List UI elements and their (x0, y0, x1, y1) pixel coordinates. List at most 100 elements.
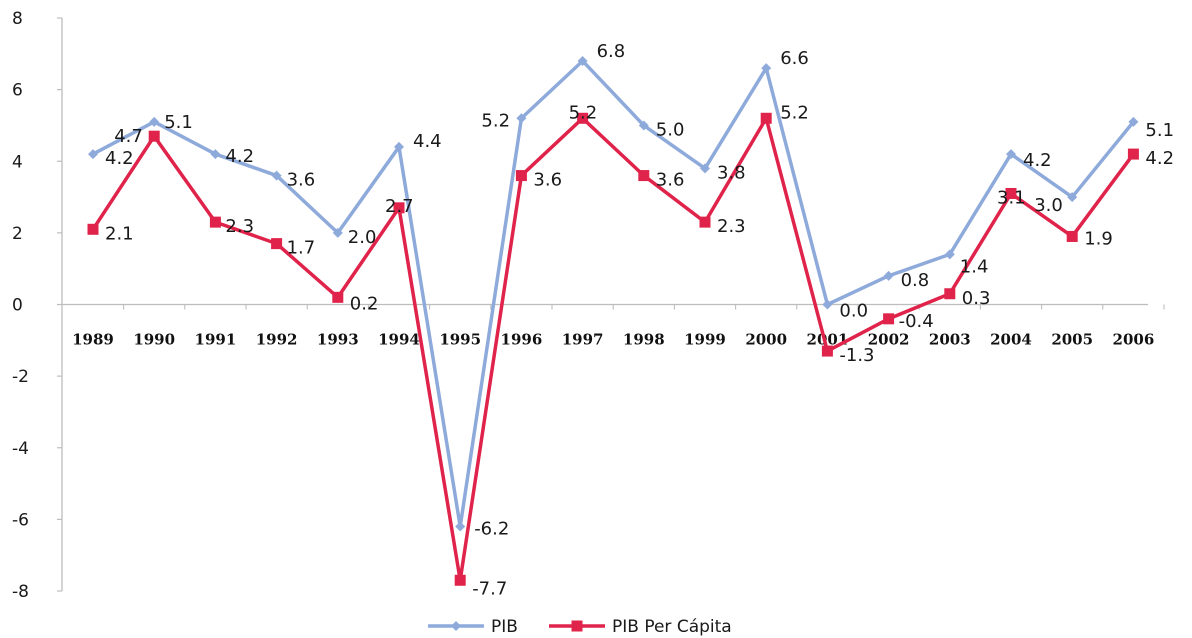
y-tick-label: 2 (12, 224, 23, 244)
data-label: 6.6 (780, 48, 809, 69)
data-point (210, 149, 221, 160)
x-tick-label: 1996 (501, 331, 543, 349)
data-label: 5.2 (780, 102, 809, 123)
x-tick-label: 1989 (72, 331, 114, 349)
data-label: 3.6 (287, 170, 316, 191)
data-point (1066, 230, 1078, 242)
legend-swatch-marker (571, 620, 583, 632)
data-label: -1.3 (839, 345, 874, 366)
data-point (332, 227, 343, 238)
y-tick-label: 4 (12, 152, 23, 172)
data-point (148, 130, 160, 142)
data-label: 3.0 (1034, 195, 1063, 216)
data-label: 0.8 (901, 270, 930, 291)
x-tick-label: 1998 (623, 331, 665, 349)
data-point (393, 202, 405, 214)
legend-item: PIB (428, 617, 518, 637)
data-point (332, 291, 344, 303)
data-point (271, 238, 283, 250)
data-point (700, 163, 710, 174)
x-tick-label: 2000 (745, 331, 787, 349)
data-point (1127, 148, 1139, 160)
data-point (638, 170, 650, 182)
x-tick-label: 2004 (990, 331, 1032, 349)
data-point (944, 249, 955, 260)
data-point (1005, 187, 1017, 199)
series-pib (88, 55, 1139, 532)
data-label: 5.0 (656, 119, 685, 140)
data-label: -7.7 (472, 578, 507, 599)
x-tick-label: 1994 (378, 331, 420, 349)
data-point (883, 270, 894, 281)
data-label: 3.1 (997, 187, 1026, 208)
x-tick-label: 1992 (256, 331, 298, 349)
data-point (515, 170, 527, 182)
data-point (821, 345, 833, 357)
data-label: 2.3 (717, 216, 746, 237)
data-label: 6.8 (597, 41, 626, 62)
data-label: 3.6 (656, 170, 685, 191)
data-label: 3.6 (533, 170, 562, 191)
data-label: 3.8 (717, 162, 746, 183)
data-label: 1.7 (287, 238, 316, 259)
x-tick-label: 1999 (684, 331, 726, 349)
x-tick-label: 1991 (195, 331, 237, 349)
data-label: 2.0 (348, 227, 377, 248)
data-point (516, 113, 527, 124)
legend-swatch-marker (451, 621, 461, 631)
data-point (1067, 192, 1078, 203)
data-point (699, 216, 711, 228)
x-tick-label: 1990 (133, 331, 175, 349)
data-label: 0.2 (350, 293, 379, 314)
data-label: 2.1 (105, 223, 134, 244)
data-labels: 4.2 5.1 4.2 3.6 2.0 4.4 -6.2 5.2 6.8 5.0 3.8 6.6 0.0… (105, 41, 1174, 599)
data-point (577, 55, 588, 66)
data-label: 4.2 (1145, 148, 1174, 169)
y-tick-label: 0 (12, 296, 23, 316)
legend-label: PIB Per Cápita (612, 617, 732, 637)
data-label: -6.2 (474, 519, 509, 540)
series-line (92, 59, 1135, 529)
data-label: 4.4 (413, 131, 442, 152)
data-point (1006, 149, 1016, 160)
y-tick-label: -2 (12, 367, 29, 387)
data-label: 2.7 (385, 196, 414, 217)
data-point (761, 63, 772, 74)
data-point (1128, 116, 1139, 127)
y-tick-label: 6 (12, 81, 23, 101)
series-line (91, 116, 1135, 583)
data-label: 0.0 (839, 301, 868, 322)
data-label: 5.1 (164, 112, 193, 133)
x-tick-label: 2002 (868, 331, 910, 349)
data-label: 0.3 (962, 288, 991, 309)
data-point (638, 120, 649, 131)
data-point (454, 574, 466, 586)
data-point (883, 313, 895, 325)
y-tick-label: -6 (12, 510, 29, 530)
data-point (87, 223, 99, 235)
legend-label: PIB (491, 617, 518, 637)
data-label: 4.2 (1023, 150, 1052, 171)
data-label: 5.2 (481, 110, 510, 131)
data-point (944, 288, 956, 300)
x-tick-label: 1995 (439, 331, 481, 349)
data-label: 4.7 (114, 126, 143, 147)
legend-item: PIB Per Cápita (549, 617, 732, 637)
data-label: 1.4 (960, 256, 989, 277)
x-tick-label: 2005 (1051, 331, 1093, 349)
data-point (209, 216, 221, 228)
data-label: 2.3 (225, 216, 254, 237)
y-tick-label: -4 (12, 439, 29, 459)
data-point (455, 521, 466, 532)
x-tick-label: 1997 (562, 331, 604, 349)
data-label: 5.1 (1145, 120, 1174, 141)
axes: 8 6 4 2 0 -2 -4 -6 -8 1989 1990 1991 1992 1993 1994 199… (12, 9, 1165, 602)
data-point (822, 299, 833, 310)
x-tick-label: 1993 (317, 331, 359, 349)
y-tick-label: 8 (12, 9, 23, 29)
data-label: 5.2 (569, 102, 598, 123)
data-point (271, 170, 282, 181)
legend: PIB PIB Per Cápita (428, 617, 732, 637)
